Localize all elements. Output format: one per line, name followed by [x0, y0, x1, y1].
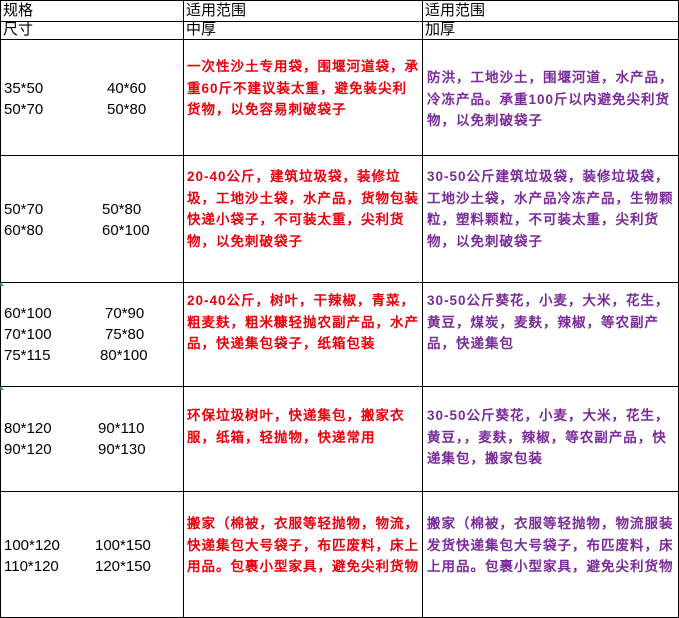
grid-line	[0, 0, 1, 618]
header-spec: 规格	[3, 2, 34, 19]
header-medium-thickness: 中厚	[186, 21, 217, 38]
grid-line	[0, 0, 679, 1]
medium-usage-text: 环保垃圾树叶，快递集包，搬家衣服，纸箱，轻抛物，快递常用	[187, 408, 405, 445]
size-value: 80*120	[4, 420, 52, 437]
header-heavy-thickness: 加厚	[425, 21, 456, 38]
size-value: 60*100	[102, 222, 150, 239]
size-value: 50*80	[102, 201, 142, 218]
size-value: 100*120	[4, 537, 60, 554]
size-value: 35*50	[4, 80, 44, 97]
grid-line	[0, 21, 679, 22]
thick-usage-text: 30-50公斤建筑垃圾袋，装修垃圾袋，工地沙土袋，水产品冷冻产品，生物颗粒，塑料…	[427, 169, 674, 249]
medium-usage-text: 搬家（棉被，衣服等轻抛物，物流，快递集包大号袋子，布匹废料，床上用品。包裹小型家…	[187, 516, 419, 574]
thick-usage-text: 30-50公斤葵花，小麦，大米，花生，黄豆，煤炭，麦麸，辣椒，等农副产品，快递集…	[427, 293, 670, 351]
size-value: 40*60	[107, 80, 147, 97]
grid-line	[0, 39, 679, 40]
grid-line	[0, 386, 679, 387]
grid-line	[183, 0, 184, 618]
thick-usage-text: 防洪，工地沙土，围堰河道，水产品，冷冻产品。承重100斤以内避免尖利货物，以免刺…	[427, 70, 674, 128]
header-usage-thick: 适用范围	[425, 2, 486, 19]
medium-usage-text: 一次性沙土专用袋，围堰河道袋，承重60斤不建议装太重，避免装尖利货物，以免容易刺…	[187, 59, 419, 117]
size-value: 70*100	[4, 326, 52, 343]
size-value: 75*80	[105, 326, 145, 343]
header-usage-medium: 适用范围	[186, 2, 247, 19]
size-value: 120*150	[95, 558, 151, 575]
size-value: 90*130	[98, 441, 146, 458]
size-value: 90*110	[98, 420, 145, 437]
size-value: 110*120	[4, 558, 59, 575]
grid-line	[0, 491, 679, 492]
size-value: 60*100	[4, 305, 52, 322]
cell-marker	[0, 282, 4, 286]
grid-line	[422, 0, 423, 618]
medium-usage-text: 20-40公斤，建筑垃圾袋，装修垃圾，工地沙土袋，水产品，货物包装快递小袋子，不…	[187, 169, 419, 249]
size-value: 70*90	[105, 305, 145, 322]
medium-usage-text: 20-40公斤，树叶，干辣椒，青菜，粗麦麸，粗米糠轻抛农副产品，水产品，快递集包…	[187, 293, 419, 351]
size-value: 50*70	[4, 101, 44, 118]
grid-line	[0, 282, 679, 283]
grid-line	[0, 155, 679, 156]
thick-usage-text: 30-50公斤葵花，小麦，大米，花生，黄豆，，麦麸，辣椒，等农副产品，快递集包，…	[427, 408, 670, 466]
header-size: 尺寸	[3, 21, 34, 38]
size-value: 75*115	[4, 347, 51, 364]
size-value: 60*80	[4, 222, 44, 239]
size-value: 50*80	[107, 101, 147, 118]
cell-marker	[0, 386, 4, 390]
thick-usage-text: 搬家（棉被，衣服等轻抛物，物流服装发货快递集包大号袋子，布匹废料，床上用品。包裹…	[427, 516, 674, 574]
size-value: 90*120	[4, 441, 52, 458]
size-value: 100*150	[95, 537, 151, 554]
size-value: 50*70	[4, 201, 44, 218]
size-value: 80*100	[100, 347, 148, 364]
